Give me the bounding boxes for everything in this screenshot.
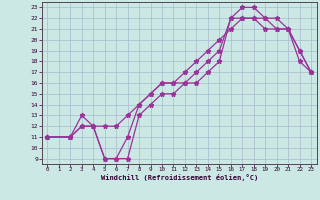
X-axis label: Windchill (Refroidissement éolien,°C): Windchill (Refroidissement éolien,°C) [100, 174, 258, 181]
